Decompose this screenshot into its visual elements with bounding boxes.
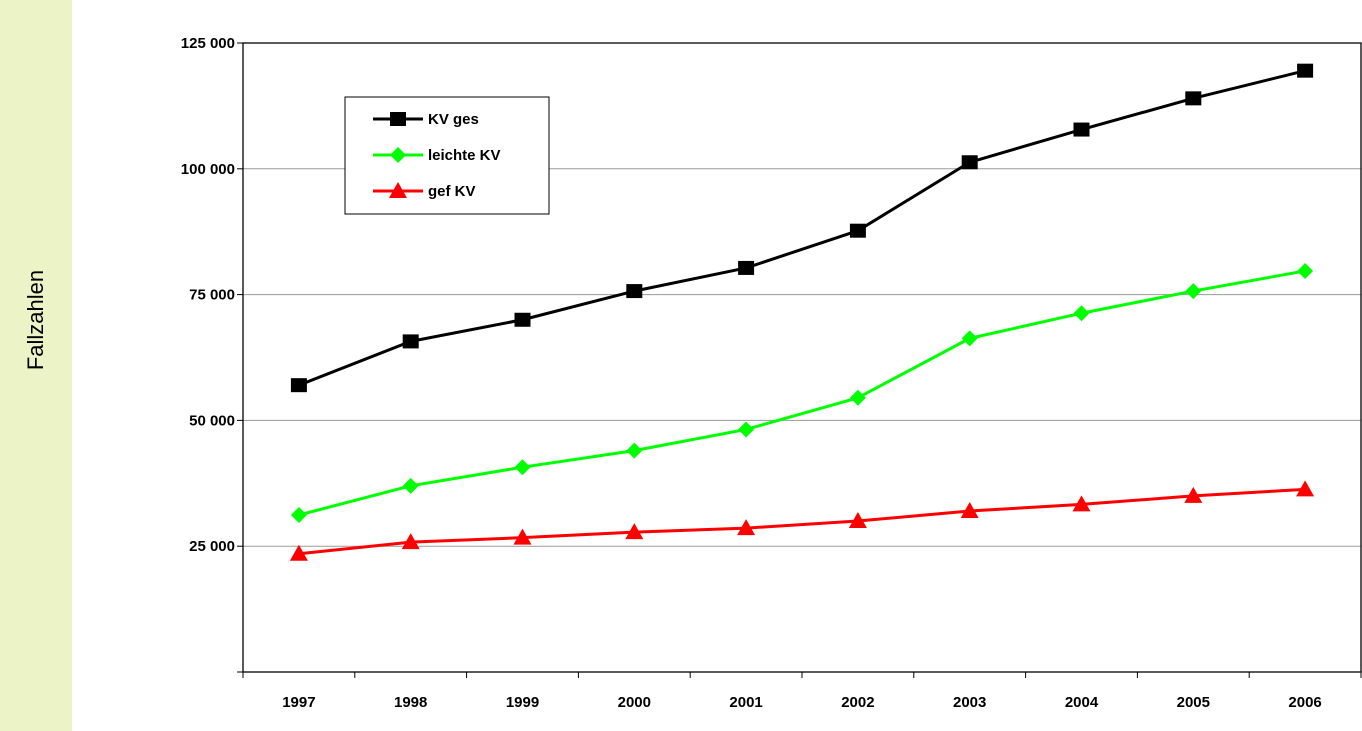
y-tick-label: 50 000: [189, 412, 235, 429]
data-point-s2-1: [401, 533, 420, 550]
data-point-s2-2: [513, 528, 532, 545]
data-point-s0-3: [626, 284, 643, 299]
legend-marker-0: [390, 112, 406, 126]
data-point-s0-8: [1185, 91, 1202, 106]
series-line-2: [298, 487, 1306, 556]
data-point-s1-2: [514, 459, 531, 476]
x-tick-label: 2006: [1288, 694, 1321, 711]
data-point-s0-7: [1073, 122, 1090, 137]
x-tick-label: 2003: [953, 694, 986, 711]
data-point-s1-6: [961, 330, 978, 347]
data-point-s1-9: [1297, 262, 1314, 279]
y-tick-label: 75 000: [189, 287, 235, 304]
x-tick-label: 1997: [282, 694, 315, 711]
data-point-s0-0: [290, 378, 307, 393]
data-point-s1-3: [626, 442, 643, 459]
data-point-s0-6: [961, 155, 978, 170]
y-tick-label: 100 000: [181, 161, 235, 178]
line-chart: 25 000 50 000 75 000 100 000 125 000 1997 1998…: [181, 35, 1362, 711]
x-tick-label: 1998: [394, 694, 427, 711]
data-point-s1-1: [402, 477, 419, 494]
x-tick-label: 2002: [841, 694, 874, 711]
x-tick-label: 2004: [1065, 694, 1099, 711]
y-tick-label: 25 000: [189, 538, 235, 555]
x-tick-label: 2001: [729, 694, 762, 711]
y-axis-title: Fallzahlen: [23, 269, 48, 371]
data-point-s2-7: [1072, 495, 1091, 512]
x-tick-label: 2000: [618, 694, 651, 711]
data-point-s1-0: [290, 507, 307, 524]
legend-label-1: leichte KV: [428, 147, 501, 164]
legend-marker-1: [390, 147, 406, 163]
data-point-s1-4: [738, 421, 755, 438]
series-line-1: [298, 269, 1306, 517]
data-point-s1-5: [849, 389, 866, 406]
legend-marker-2: [389, 182, 407, 198]
data-point-s2-9: [1296, 480, 1315, 497]
y-axis-title-area: Fallzahlen: [0, 0, 72, 731]
series-line-0: [298, 69, 1306, 387]
data-point-s0-4: [738, 260, 755, 275]
data-point-s2-5: [848, 512, 867, 529]
legend-label-2: gef KV: [428, 183, 476, 200]
data-point-s2-6: [960, 501, 979, 518]
data-point-s2-8: [1184, 486, 1203, 503]
data-point-s0-2: [514, 312, 531, 327]
data-point-s2-3: [625, 523, 644, 540]
data-point-s0-9: [1297, 63, 1314, 78]
data-point-s1-7: [1073, 305, 1090, 322]
data-point-s2-0: [289, 544, 308, 561]
x-tick-label: 2005: [1177, 694, 1210, 711]
data-point-s0-1: [402, 334, 419, 349]
data-point-s1-8: [1185, 283, 1202, 300]
data-point-s2-4: [737, 519, 756, 536]
y-tick-label: 125 000: [181, 35, 235, 52]
legend-label-0: KV ges: [428, 111, 479, 128]
data-point-s0-5: [849, 223, 866, 238]
chart-panel: 25 000 50 000 75 000 100 000 125 000 1997 1998…: [72, 0, 1362, 731]
x-tick-label: 1999: [506, 694, 539, 711]
